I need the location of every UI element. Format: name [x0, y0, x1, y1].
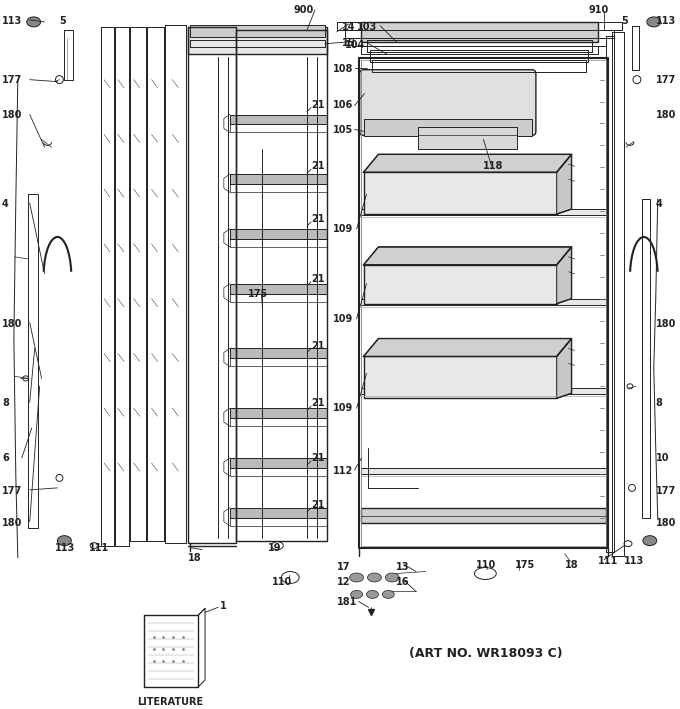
- Bar: [364, 357, 557, 398]
- Text: 5: 5: [59, 16, 66, 26]
- Ellipse shape: [382, 591, 394, 598]
- Text: 13: 13: [396, 562, 410, 571]
- Text: 18: 18: [188, 552, 202, 563]
- Ellipse shape: [643, 536, 657, 546]
- Text: 105: 105: [333, 125, 353, 135]
- Text: 8: 8: [656, 398, 662, 408]
- Polygon shape: [364, 155, 572, 172]
- Polygon shape: [557, 338, 572, 398]
- Text: 17: 17: [337, 562, 350, 571]
- Text: 21: 21: [311, 162, 324, 172]
- Text: 21: 21: [311, 500, 324, 510]
- Bar: [230, 284, 327, 294]
- Text: 1: 1: [220, 601, 226, 611]
- Ellipse shape: [57, 536, 71, 546]
- Bar: [230, 229, 327, 239]
- Text: 177: 177: [656, 74, 676, 84]
- Text: 106: 106: [333, 99, 353, 110]
- Text: 18: 18: [564, 559, 578, 569]
- Text: 21: 21: [311, 340, 324, 350]
- Text: 180: 180: [656, 318, 676, 328]
- Polygon shape: [364, 338, 572, 357]
- Bar: [360, 22, 598, 42]
- Text: 21: 21: [311, 274, 324, 284]
- Bar: [230, 408, 327, 418]
- Text: 111: 111: [89, 542, 109, 552]
- Bar: [230, 508, 327, 518]
- Ellipse shape: [351, 591, 362, 598]
- Polygon shape: [364, 247, 572, 265]
- Text: 16: 16: [396, 578, 410, 588]
- Text: 103: 103: [356, 22, 377, 32]
- Text: 177: 177: [2, 74, 22, 84]
- Bar: [190, 25, 325, 37]
- Text: 175: 175: [248, 289, 268, 298]
- Bar: [188, 27, 327, 54]
- Text: 110: 110: [273, 578, 292, 588]
- Text: 180: 180: [2, 518, 22, 527]
- Text: 4: 4: [2, 199, 9, 209]
- Text: 5: 5: [621, 16, 628, 26]
- Bar: [360, 209, 606, 215]
- Ellipse shape: [27, 17, 41, 27]
- Text: 112: 112: [333, 466, 353, 476]
- Text: 177: 177: [656, 486, 676, 496]
- Text: 21: 21: [311, 398, 324, 408]
- Text: 109: 109: [333, 224, 353, 234]
- Bar: [230, 458, 327, 468]
- Text: 21: 21: [311, 214, 324, 224]
- Text: 12: 12: [337, 578, 350, 588]
- Ellipse shape: [386, 573, 399, 582]
- Bar: [230, 114, 327, 125]
- Bar: [230, 174, 327, 184]
- Bar: [364, 120, 532, 136]
- Text: LITERATURE: LITERATURE: [137, 697, 203, 707]
- Text: 108: 108: [333, 64, 353, 74]
- Bar: [360, 508, 606, 523]
- Text: 113: 113: [2, 16, 22, 26]
- Text: 180: 180: [2, 109, 22, 120]
- Text: 4: 4: [656, 199, 662, 209]
- Text: 21: 21: [311, 99, 324, 110]
- Text: 111: 111: [598, 556, 619, 566]
- Text: 109: 109: [333, 403, 353, 413]
- Text: 21: 21: [311, 453, 324, 463]
- Text: (ART NO. WR18093 C): (ART NO. WR18093 C): [409, 647, 562, 660]
- Text: 175: 175: [515, 559, 535, 569]
- Text: 113: 113: [54, 542, 75, 552]
- Bar: [230, 349, 327, 359]
- Text: 109: 109: [333, 313, 353, 323]
- Bar: [360, 389, 606, 394]
- Bar: [418, 128, 517, 150]
- Text: 8: 8: [2, 398, 9, 408]
- Text: 900: 900: [293, 5, 313, 15]
- Text: 14: 14: [342, 22, 355, 32]
- Polygon shape: [557, 155, 572, 214]
- Text: 118: 118: [483, 162, 504, 172]
- Text: 181: 181: [337, 598, 357, 608]
- Ellipse shape: [647, 17, 661, 27]
- Text: 180: 180: [656, 109, 676, 120]
- Text: 113: 113: [656, 16, 676, 26]
- Text: 180: 180: [2, 318, 22, 328]
- Text: 104: 104: [345, 40, 365, 50]
- Text: 19: 19: [267, 542, 281, 552]
- Text: 113: 113: [624, 556, 644, 566]
- Ellipse shape: [350, 573, 364, 582]
- FancyBboxPatch shape: [360, 69, 536, 135]
- Text: 177: 177: [2, 486, 22, 496]
- Text: 180: 180: [656, 518, 676, 527]
- Bar: [364, 265, 557, 303]
- Text: 10: 10: [656, 453, 669, 463]
- Bar: [360, 298, 606, 305]
- Polygon shape: [557, 247, 572, 303]
- Bar: [360, 468, 606, 474]
- Text: 15: 15: [342, 38, 355, 48]
- Ellipse shape: [367, 591, 378, 598]
- Text: 110: 110: [475, 559, 496, 569]
- Bar: [364, 172, 557, 214]
- Text: 910: 910: [588, 5, 609, 15]
- Text: 6: 6: [2, 453, 9, 463]
- Ellipse shape: [367, 573, 381, 582]
